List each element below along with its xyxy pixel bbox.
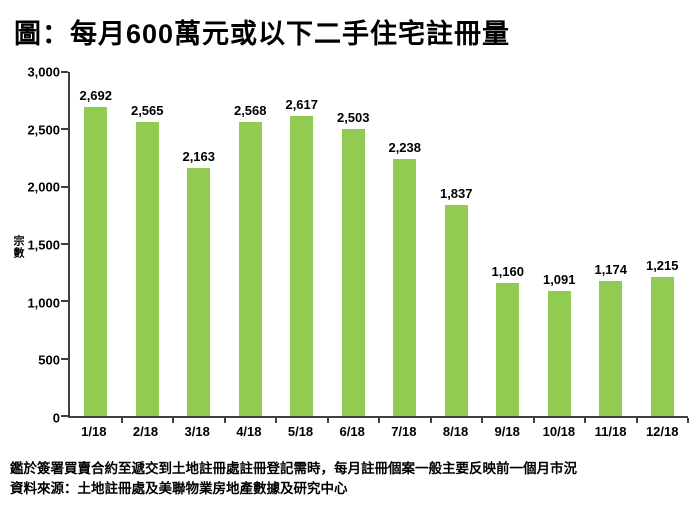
bar-value-label: 2,163 xyxy=(182,148,216,164)
bar-value-label: 2,568 xyxy=(233,102,267,118)
x-tick-mark xyxy=(326,418,329,423)
bar xyxy=(187,167,211,416)
x-tick-mark xyxy=(532,418,535,423)
bar-value-label: 2,503 xyxy=(336,110,370,125)
bar xyxy=(496,283,520,416)
bar xyxy=(238,121,262,416)
y-tick-label: 0 xyxy=(52,410,60,426)
bar-column: 1,174 xyxy=(585,72,637,416)
bar-column: 2,163 xyxy=(173,72,225,416)
x-tick-label: 11/18 xyxy=(594,424,627,439)
x-tick-label: 12/18 xyxy=(645,424,679,439)
bar xyxy=(290,115,314,416)
x-tick-label: 4/18 xyxy=(236,424,262,439)
y-tick-mark xyxy=(61,357,68,360)
bar-value-label: 1,215 xyxy=(645,257,679,273)
bar xyxy=(341,129,365,416)
x-tick-label: 2/18 xyxy=(132,424,159,439)
x-tick-label: 6/18 xyxy=(339,424,365,439)
bar-column: 1,160 xyxy=(482,72,534,416)
bar-column: 2,692 xyxy=(70,72,122,416)
x-tick-label: 3/18 xyxy=(184,424,210,439)
y-tick-mark xyxy=(61,71,68,73)
y-tick-mark xyxy=(61,243,68,245)
y-tick-label: 1,500 xyxy=(27,237,60,253)
bar-value-label: 2,238 xyxy=(388,140,422,156)
footnote-line-2: 資料來源：土地註冊處及美聯物業房地產數據及研究中心 xyxy=(10,481,348,496)
bar xyxy=(135,121,159,416)
bar-column: 1,091 xyxy=(534,72,586,416)
bar-column: 2,568 xyxy=(225,72,277,416)
x-tick-label: 9/18 xyxy=(494,424,520,439)
x-tick-mark xyxy=(172,418,174,423)
x-tick-label: 10/18 xyxy=(542,424,576,439)
y-axis-title: 宗數 xyxy=(12,235,24,259)
y-tick-label: 1,000 xyxy=(27,295,60,311)
bar-column: 2,238 xyxy=(379,72,431,416)
footnote-line-1: 鑑於簽署買賣合約至遞交到土地註冊處註冊登記需時，每月註冊個案一般主要反映前一個月… xyxy=(10,461,577,476)
y-axis-labels: 0 500 1,000 1,500 2,000 2,500 3,000 xyxy=(0,65,60,426)
bar-column: 2,565 xyxy=(122,72,174,416)
bar xyxy=(393,159,417,416)
chart-title: 圖：每月600萬元或以下二手住宅註冊量 xyxy=(14,19,511,49)
x-tick-mark xyxy=(584,418,586,423)
bar-value-label: 2,617 xyxy=(285,96,319,112)
footnotes: 鑑於簽署買賣合約至遞交到土地註冊處註冊登記需時，每月註冊個案一般主要反映前一個月… xyxy=(10,459,695,499)
y-tick-label: 3,000 xyxy=(27,64,60,80)
y-tick-mark xyxy=(61,185,68,188)
plot-area: 2,692 2,565 2,163 2,568 2,617 2,503 2,238 1,837… xyxy=(61,71,689,423)
x-tick-label: 1/18 xyxy=(81,424,107,439)
bar xyxy=(444,205,468,416)
x-tick-label: 7/18 xyxy=(391,424,417,439)
bar xyxy=(599,281,623,416)
y-tick-label: 2,500 xyxy=(27,122,60,138)
x-tick-label: 5/18 xyxy=(287,424,314,439)
bar-column: 1,837 xyxy=(431,72,483,416)
y-tick-mark xyxy=(61,300,68,303)
bar-value-label: 1,174 xyxy=(594,262,628,278)
x-axis-labels: 1/18 2/18 3/18 4/18 5/18 6/18 7/18 8/18 9/18 10/1… xyxy=(68,424,688,439)
bar-column: 2,617 xyxy=(276,72,328,416)
bar-column: 2,503 xyxy=(328,72,380,416)
bar-value-label: 2,692 xyxy=(79,88,113,104)
bar xyxy=(547,290,571,416)
x-tick-mark xyxy=(687,418,689,423)
bar-value-label: 1,091 xyxy=(542,271,576,287)
x-tick-mark xyxy=(223,418,226,423)
x-tick-mark xyxy=(635,418,638,423)
bar xyxy=(650,276,674,416)
bar xyxy=(84,107,108,416)
x-tick-mark xyxy=(481,418,483,423)
y-tick-mark xyxy=(61,415,68,417)
bar-column: 1,215 xyxy=(637,72,689,416)
bar-value-label: 2,565 xyxy=(130,102,164,118)
x-tick-label: 8/18 xyxy=(442,424,469,439)
y-tick-mark xyxy=(61,128,68,131)
y-tick-label: 2,000 xyxy=(27,179,60,195)
x-tick-mark xyxy=(429,418,432,423)
bars: 2,692 2,565 2,163 2,568 2,617 2,503 2,238 1,837… xyxy=(70,72,688,416)
bar-value-label: 1,837 xyxy=(439,186,473,202)
x-tick-mark xyxy=(378,418,380,423)
x-tick-mark xyxy=(275,418,277,423)
y-tick-label: 500 xyxy=(38,352,60,368)
x-tick-mark xyxy=(120,418,123,423)
bar-value-label: 1,160 xyxy=(491,264,525,279)
